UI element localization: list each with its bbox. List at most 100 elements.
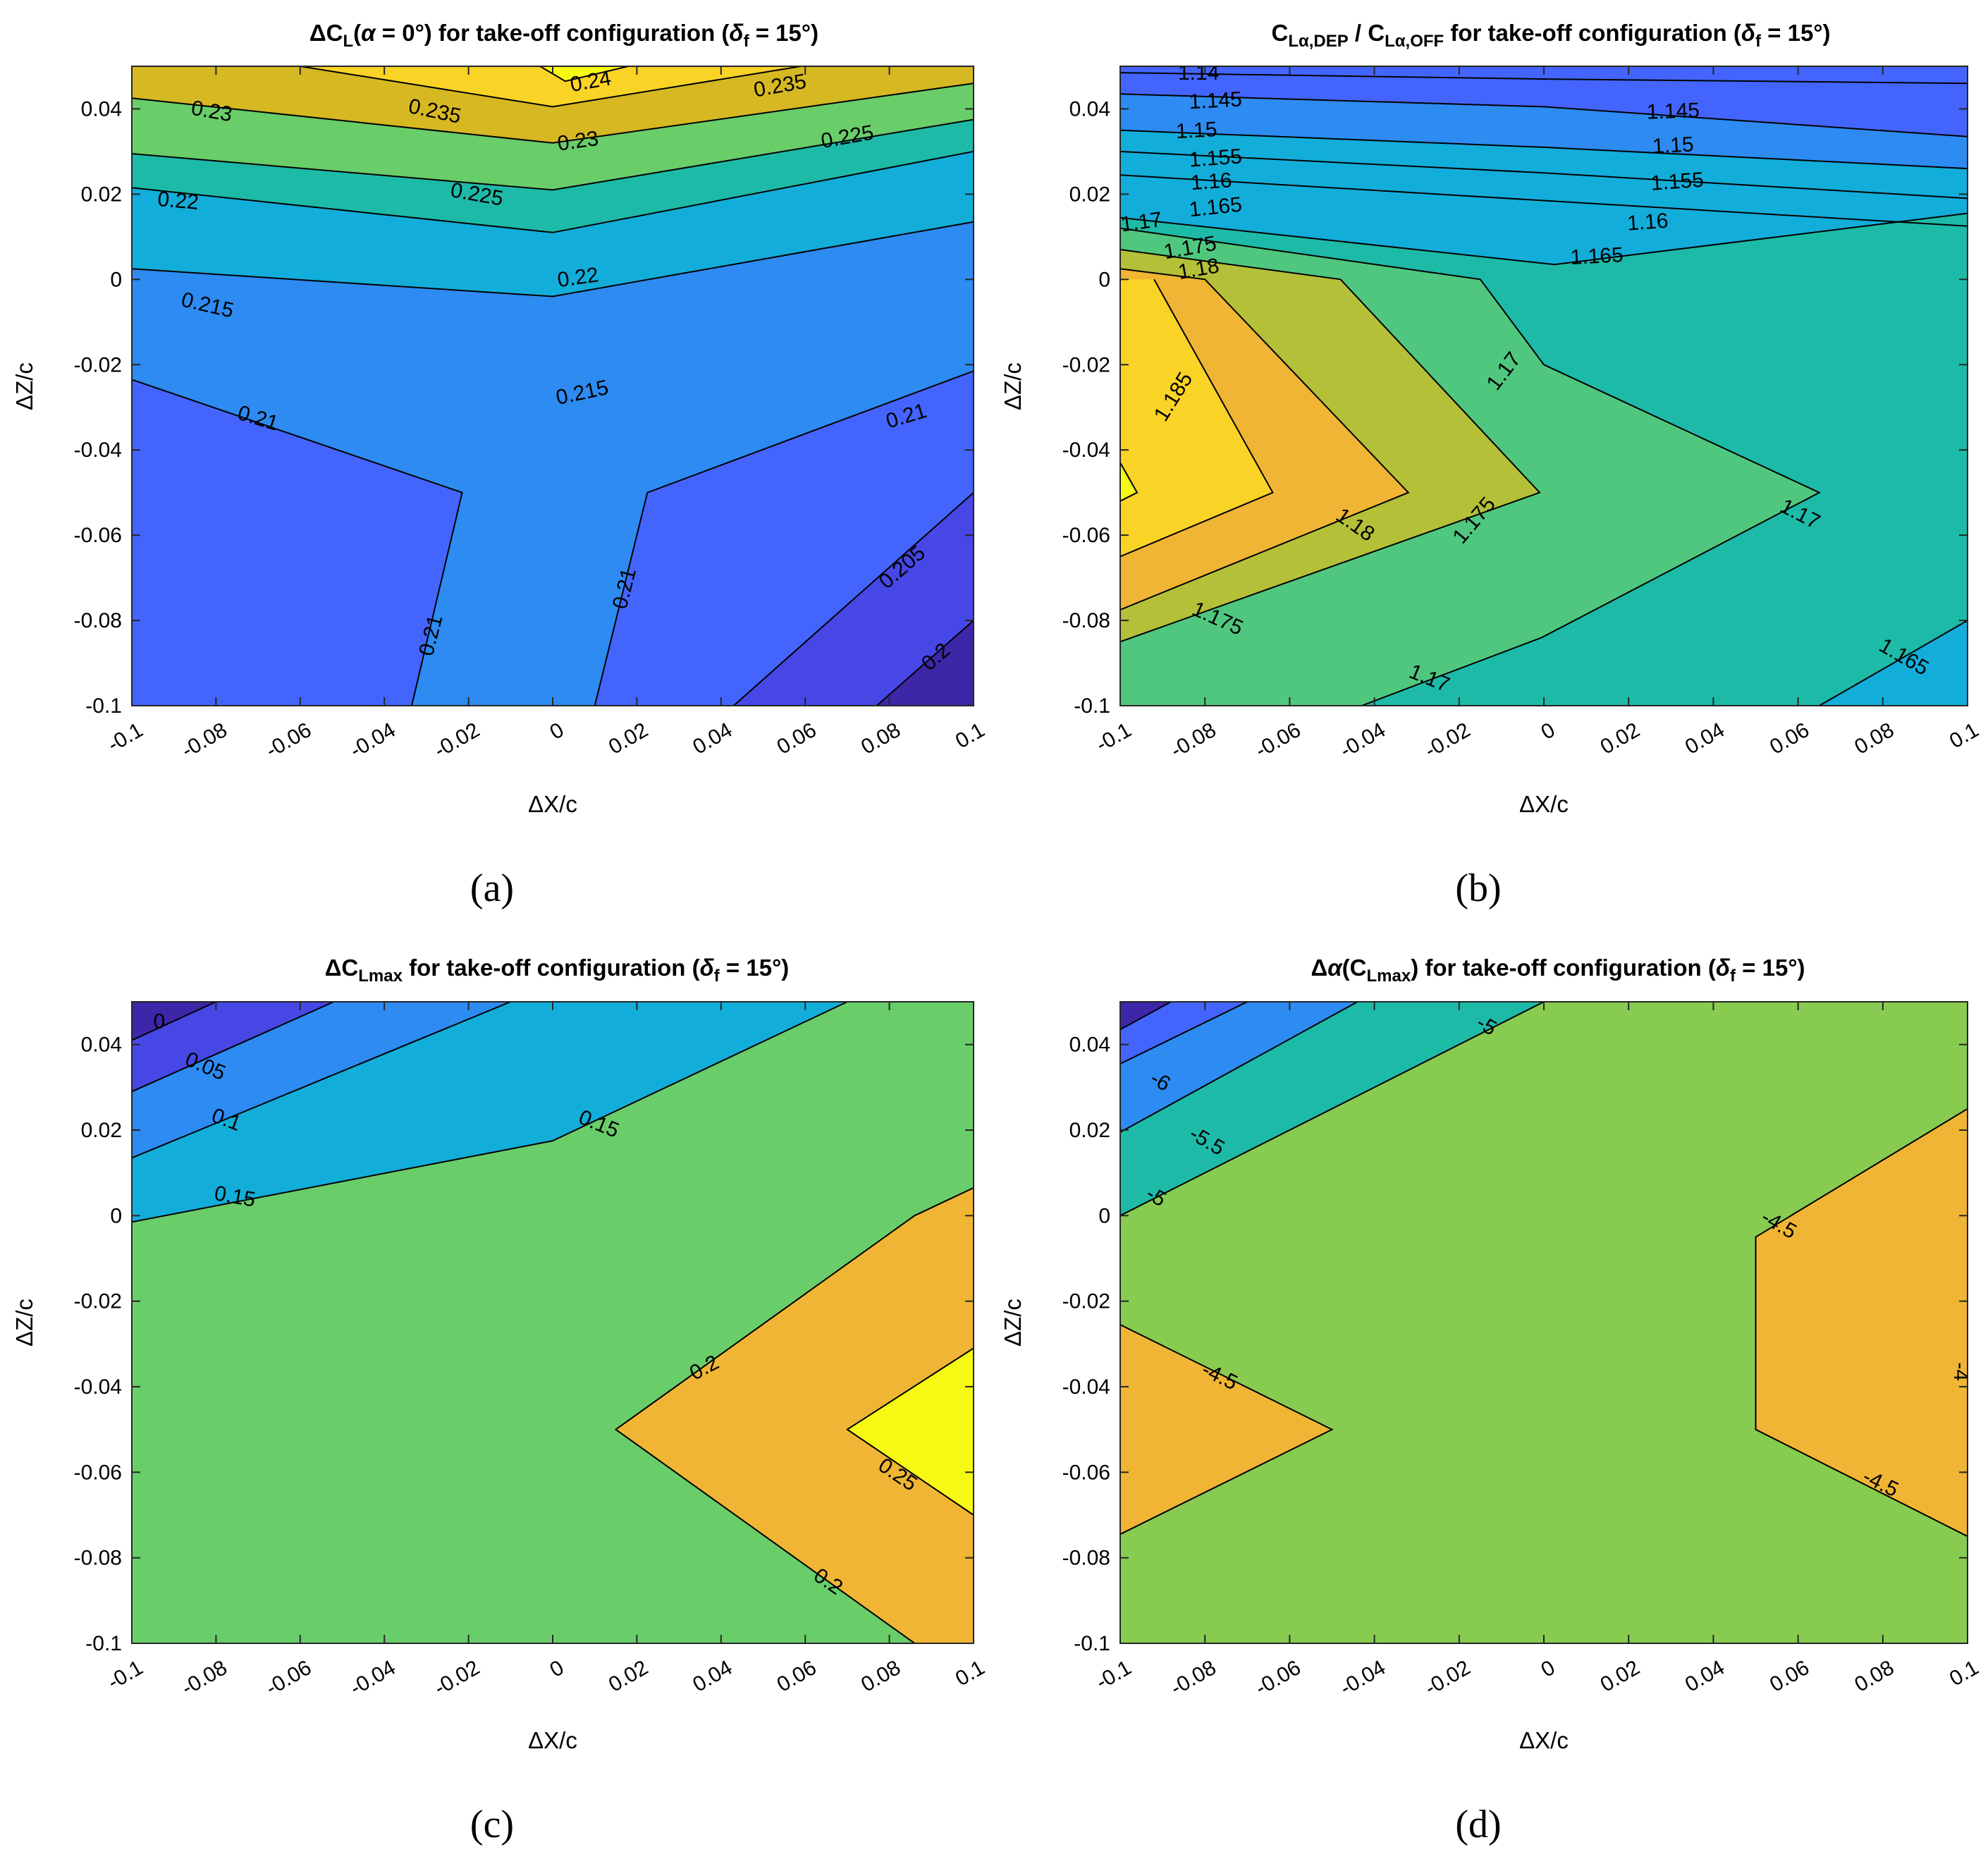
x-tick-label-c-4: -0.02 (430, 1656, 484, 1700)
x-tick-label-d-1: -0.08 (1167, 1656, 1220, 1700)
title-a-part-mid1: ( (353, 20, 361, 46)
contour-layer-c: 00.050.1 0.150.150.20.250.2 (132, 1002, 974, 1643)
x-tick-label-c-10: 0.1 (952, 1656, 989, 1691)
y-tick-label-c-7: 0.04 (81, 1034, 122, 1057)
contour-layer-a: 0.240.2350.2350.230.230.2250.2250.220.22… (132, 66, 974, 706)
contour-label-b-7: 1.16 (1190, 168, 1233, 195)
y-tick-label-a-0: -0.1 (85, 694, 122, 718)
y-tick-label-b-6: 0.02 (1069, 183, 1110, 206)
y-tick-label-c-4: -0.02 (74, 1290, 122, 1313)
contour-label-b-5: 1.155 (1189, 145, 1243, 171)
title-d-part-post: = 15°) (1736, 955, 1805, 981)
x-axis-label-d: ΔX/c (1519, 1727, 1569, 1753)
chart-title-c: ΔCLmax for take-off configuration (δf = … (325, 955, 790, 986)
title-b-part-post: = 15°) (1761, 20, 1831, 46)
y-axis-label-c: ΔZ/c (11, 1299, 37, 1347)
x-axis-label-a: ΔX/c (528, 791, 577, 817)
y-tick-label-d-5: 0 (1098, 1204, 1110, 1227)
y-tick-label-d-0: -0.1 (1074, 1632, 1110, 1655)
y-tick-label-a-4: -0.02 (74, 353, 122, 376)
y-tick-label-d-2: -0.06 (1062, 1461, 1110, 1484)
x-tick-label-d-9: 0.08 (1851, 1656, 1898, 1697)
y-tick-label-d-3: -0.04 (1062, 1375, 1110, 1399)
chart-panel-b: CLα,DEP / CLα,OFF for take-off configura… (1000, 20, 1983, 910)
x-tick-label-c-2: -0.06 (262, 1656, 316, 1700)
title-a-part-post: = 15°) (749, 20, 819, 46)
x-tick-label-d-4: -0.02 (1421, 1656, 1475, 1700)
panel-label-d: (d) (1455, 1803, 1501, 1846)
x-tick-label-d-8: 0.06 (1766, 1656, 1813, 1697)
y-tick-label-c-1: -0.08 (74, 1547, 122, 1570)
y-tick-label-c-6: 0.02 (81, 1119, 122, 1142)
contour-label-c-0: 0 (153, 1010, 165, 1033)
y-tick-label-a-6: 0.02 (81, 183, 122, 206)
title-d-part-mid2: ) for take-off configuration ( (1411, 955, 1716, 981)
panel-label-c: (c) (470, 1803, 514, 1846)
contour-layer-d: -5-6-5.5-5-4.5-4.5-4.5-4 (1120, 1002, 1972, 1643)
x-tick-label-c-9: 0.08 (857, 1656, 904, 1697)
x-tick-label-a-0: -0.1 (104, 718, 147, 756)
x-tick-label-b-2: -0.06 (1251, 718, 1305, 763)
x-tick-label-a-4: -0.02 (430, 718, 484, 763)
y-tick-label-b-1: -0.08 (1062, 609, 1110, 632)
y-tick-label-a-2: -0.06 (74, 524, 122, 547)
x-tick-label-a-10: 0.1 (952, 718, 989, 753)
x-tick-label-c-5: 0 (546, 1656, 568, 1682)
title-a-part-greek1: α (361, 20, 376, 46)
contour-label-b-8: 1.16 (1626, 209, 1669, 235)
y-tick-label-c-5: 0 (110, 1204, 122, 1227)
contour-layer-b: 1.141.145 1.1451.151.151.1551.1551.161.16… (1118, 61, 1968, 706)
contour-label-b-0: 1.14 (1178, 61, 1219, 85)
x-tick-label-b-3: -0.04 (1336, 718, 1389, 763)
chart-title-d: Δα(CLmax) for take-off configuration (δf… (1311, 955, 1805, 986)
x-tick-label-c-1: -0.08 (178, 1656, 231, 1700)
title-c-part-pre: ΔC (325, 955, 359, 981)
x-tick-label-a-8: 0.06 (773, 718, 821, 759)
y-tick-label-a-5: 0 (110, 268, 122, 291)
title-d-part-pre: Δ (1311, 955, 1327, 981)
title-b-part-greek2: δ (1741, 20, 1756, 46)
x-tick-label-b-7: 0.04 (1681, 718, 1729, 759)
x-tick-label-d-2: -0.06 (1251, 1656, 1305, 1700)
x-tick-label-a-5: 0 (546, 718, 568, 744)
title-a-part-sub1: L (343, 32, 353, 51)
title-d-part-greek1: α (1327, 955, 1343, 981)
chart-panel-a: ΔCL(α = 0°) for take-off configuration (… (11, 20, 989, 910)
title-c-part-sub1: Lmax (358, 967, 403, 986)
x-tick-label-b-4: -0.02 (1421, 718, 1475, 763)
x-tick-label-a-1: -0.08 (178, 718, 231, 763)
x-tick-label-d-7: 0.04 (1681, 1656, 1729, 1697)
plot-area-c: 00.050.1 0.150.150.20.250.2 -0.1 -0.08 -0.06… (74, 1002, 989, 1700)
contour-label-a-7: 0.22 (157, 188, 200, 214)
y-tick-label-d-4: -0.02 (1062, 1290, 1110, 1313)
y-axis-label-a: ΔZ/c (11, 362, 37, 410)
y-axis-label-d: ΔZ/c (1000, 1299, 1026, 1347)
chart-title-b: CLα,DEP / CLα,OFF for take-off configura… (1271, 20, 1830, 51)
title-d-part-greek2: δ (1716, 955, 1731, 981)
title-c-part-mid2: for take-off configuration ( (403, 955, 700, 981)
x-tick-label-b-1: -0.08 (1167, 718, 1220, 763)
plot-area-b: 1.141.145 1.1451.151.151.1551.1551.161.16… (1062, 61, 1983, 763)
y-tick-label-a-7: 0.04 (81, 97, 122, 121)
y-tick-label-d-7: 0.04 (1069, 1034, 1110, 1057)
title-b-part-sub1: Lα,DEP (1288, 32, 1348, 51)
chart-panel-d: Δα(CLmax) for take-off configuration (δf… (1000, 955, 1983, 1846)
x-tick-label-d-6: 0.02 (1597, 1656, 1644, 1697)
x-tick-label-d-5: 0 (1538, 1656, 1559, 1682)
y-tick-label-b-4: -0.02 (1062, 353, 1110, 376)
contour-label-b-3: 1.15 (1175, 118, 1217, 143)
y-tick-label-b-0: -0.1 (1074, 694, 1110, 718)
plot-area-a: 0.240.2350.2350.230.230.2250.2250.220.22… (74, 66, 989, 763)
plot-area-d: -5-6-5.5-5-4.5-4.5-4.5-4 -0.1 -0.08 -0.06 -0… (1062, 1002, 1983, 1700)
x-tick-label-b-0: -0.1 (1092, 718, 1135, 756)
title-a-part-greek2: δ (729, 20, 744, 46)
title-b-part-mid2: for take-off configuration ( (1444, 20, 1741, 46)
contour-label-d-7: -4 (1949, 1362, 1972, 1381)
x-tick-label-a-7: 0.04 (689, 718, 736, 759)
y-tick-label-b-5: 0 (1098, 268, 1110, 291)
x-tick-label-a-2: -0.06 (262, 718, 316, 763)
x-tick-label-b-9: 0.08 (1851, 718, 1898, 759)
title-d-part-sub1: Lmax (1367, 967, 1411, 986)
contour-label-b-1: 1.145 (1189, 87, 1243, 114)
x-tick-label-a-6: 0.02 (605, 718, 652, 759)
